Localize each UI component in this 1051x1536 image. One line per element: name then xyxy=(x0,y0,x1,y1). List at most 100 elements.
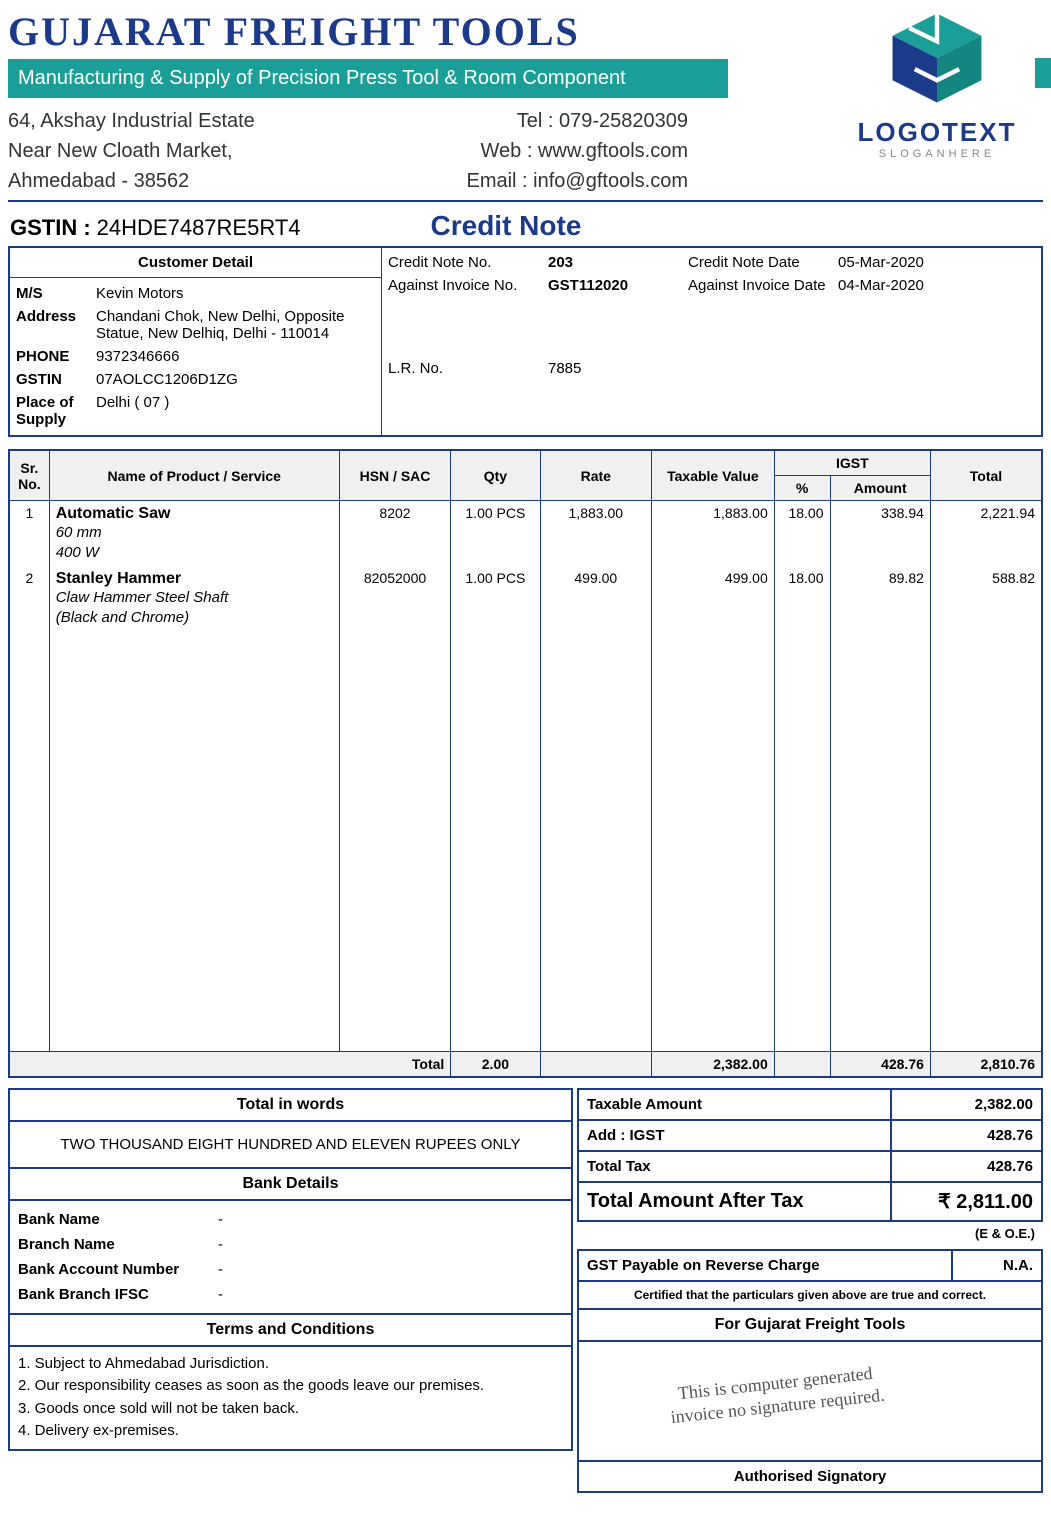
document-header: GUJARAT FREIGHT TOOLS Manufacturing & Su… xyxy=(8,8,1043,202)
ms-value: Kevin Motors xyxy=(96,285,375,302)
logo-slogan: SLOGANHERE xyxy=(837,148,1037,160)
table-row: 1 Automatic Saw 60 mm 400 W 8202 1.00 PC… xyxy=(9,501,1042,567)
gst-rev-value: N.A. xyxy=(952,1250,1042,1281)
col-qty: Qty xyxy=(451,450,540,501)
item-igst-pct: 18.00 xyxy=(774,566,830,631)
total-igst-amt: 428.76 xyxy=(830,1051,930,1077)
cust-gstin-value: 07AOLCC1206D1ZG xyxy=(96,371,375,388)
taxable-value: 2,382.00 xyxy=(891,1089,1042,1120)
item-sr: 1 xyxy=(9,501,49,567)
cn-no-value: 203 xyxy=(548,254,688,271)
item-qty: 1.00 PCS xyxy=(451,566,540,631)
term-3: 3. Goods once sold will not be taken bac… xyxy=(18,1398,563,1421)
footer-panel: Total in words TWO THOUSAND EIGHT HUNDRE… xyxy=(8,1088,1043,1493)
col-igst: IGST xyxy=(774,450,930,476)
words-value: TWO THOUSAND EIGHT HUNDRED AND ELEVEN RU… xyxy=(10,1122,571,1167)
bank-acc-label: Bank Account Number xyxy=(18,1261,218,1278)
after-tax-label: Total Amount After Tax xyxy=(578,1182,891,1221)
gstin-value: 24HDE7487RE5RT4 xyxy=(97,215,301,241)
col-name: Name of Product / Service xyxy=(49,450,339,501)
table-row: 2 Stanley Hammer Claw Hammer Steel Shaft… xyxy=(9,566,1042,631)
col-sr: Sr. No. xyxy=(9,450,49,501)
logo: LOGOTEXT SLOGANHERE xyxy=(837,8,1037,160)
web-label: Web : xyxy=(481,140,538,162)
term-2: 2. Our responsibility ceases as soon as … xyxy=(18,1375,563,1398)
cust-gstin-label: GSTIN xyxy=(16,371,96,388)
inv-date-label: Against Invoice Date xyxy=(688,277,838,294)
item-total: 588.82 xyxy=(930,566,1042,631)
igst-value: 428.76 xyxy=(891,1120,1042,1151)
item-rate: 1,883.00 xyxy=(540,501,652,567)
email-value: info@gftools.com xyxy=(533,170,688,192)
logo-cube-icon xyxy=(837,8,1037,113)
words-header: Total in words xyxy=(10,1090,571,1122)
col-igst-pct: % xyxy=(774,476,830,501)
total-row: Total 2.00 2,382.00 428.76 2,810.76 xyxy=(9,1051,1042,1077)
tel-value: 079-25820309 xyxy=(559,110,688,132)
total-qty: 2.00 xyxy=(451,1051,540,1077)
address-value: Chandani Chok, New Delhi, Opposite Statu… xyxy=(96,308,375,342)
logo-text: LOGOTEXT xyxy=(837,117,1037,148)
cn-date-label: Credit Note Date xyxy=(688,254,838,271)
email-label: Email : xyxy=(466,170,533,192)
item-name: Automatic Saw xyxy=(56,505,333,523)
item-desc: Claw Hammer Steel Shaft xyxy=(56,588,333,608)
item-rate: 499.00 xyxy=(540,566,652,631)
item-taxable: 499.00 xyxy=(652,566,775,631)
item-name: Stanley Hammer xyxy=(56,570,333,588)
web-value: www.gftools.com xyxy=(538,140,688,162)
total-taxable: 2,382.00 xyxy=(652,1051,775,1077)
bank-branch-value: - xyxy=(218,1236,223,1253)
bank-ifsc-value: - xyxy=(218,1286,223,1303)
addr-line-3: Ahmedabad - 38562 xyxy=(8,166,466,196)
igst-label: Add : IGST xyxy=(578,1120,891,1151)
gstin-title-row: GSTIN : 24HDE7487RE5RT4 Credit Note xyxy=(8,206,1043,248)
gstin-label: GSTIN : xyxy=(10,215,91,241)
item-taxable: 1,883.00 xyxy=(652,501,775,567)
signatory-label: Authorised Signatory xyxy=(577,1462,1043,1493)
tel-label: Tel : xyxy=(517,110,559,132)
term-4: 4. Delivery ex-premises. xyxy=(18,1420,563,1443)
term-1: 1. Subject to Ahmedabad Jurisdiction. xyxy=(18,1353,563,1376)
col-rate: Rate xyxy=(540,450,652,501)
lr-label: L.R. No. xyxy=(388,360,548,377)
cn-date-value: 05-Mar-2020 xyxy=(838,254,958,271)
phone-label: PHONE xyxy=(16,348,96,365)
item-igst-pct: 18.00 xyxy=(774,501,830,567)
company-address: 64, Akshay Industrial Estate Near New Cl… xyxy=(8,106,466,196)
terms-header: Terms and Conditions xyxy=(10,1313,571,1347)
total-grand: 2,810.76 xyxy=(930,1051,1042,1077)
item-desc: 400 W xyxy=(56,543,333,563)
bank-name-label: Bank Name xyxy=(18,1211,218,1228)
customer-header: Customer Detail xyxy=(10,248,381,278)
inv-date-value: 04-Mar-2020 xyxy=(838,277,958,294)
ms-label: M/S xyxy=(16,285,96,302)
tax-value: 428.76 xyxy=(891,1151,1042,1182)
item-desc: 60 mm xyxy=(56,523,333,543)
inv-no-value: GST112020 xyxy=(548,277,688,294)
after-tax-value: ₹ 2,811.00 xyxy=(891,1182,1042,1221)
for-company: For Gujarat Freight Tools xyxy=(577,1310,1043,1342)
col-igst-amt: Amount xyxy=(830,476,930,501)
cert-text: Certified that the particulars given abo… xyxy=(577,1282,1043,1310)
item-igst-amt: 338.94 xyxy=(830,501,930,567)
bank-name-value: - xyxy=(218,1211,223,1228)
item-qty: 1.00 PCS xyxy=(451,501,540,567)
total-label: Total xyxy=(9,1051,451,1077)
teal-accent-bar xyxy=(1035,58,1051,88)
item-sr: 2 xyxy=(9,566,49,631)
bank-branch-label: Branch Name xyxy=(18,1236,218,1253)
inv-no-label: Against Invoice No. xyxy=(388,277,548,294)
addr-line-1: 64, Akshay Industrial Estate xyxy=(8,106,466,136)
col-taxable: Taxable Value xyxy=(652,450,775,501)
bank-ifsc-label: Bank Branch IFSC xyxy=(18,1286,218,1303)
pos-label: Place of Supply xyxy=(16,394,96,428)
totals-table: Taxable Amount2,382.00 Add : IGST428.76 … xyxy=(577,1088,1043,1222)
document-title: Credit Note xyxy=(431,210,582,242)
gst-reverse-table: GST Payable on Reverse ChargeN.A. xyxy=(577,1249,1043,1282)
bank-header: Bank Details xyxy=(10,1167,571,1201)
signature-stamp: This is computer generated invoice no si… xyxy=(667,1360,886,1429)
item-hsn: 82052000 xyxy=(339,566,451,631)
cn-no-label: Credit Note No. xyxy=(388,254,548,271)
signature-area: This is computer generated invoice no si… xyxy=(577,1342,1043,1462)
